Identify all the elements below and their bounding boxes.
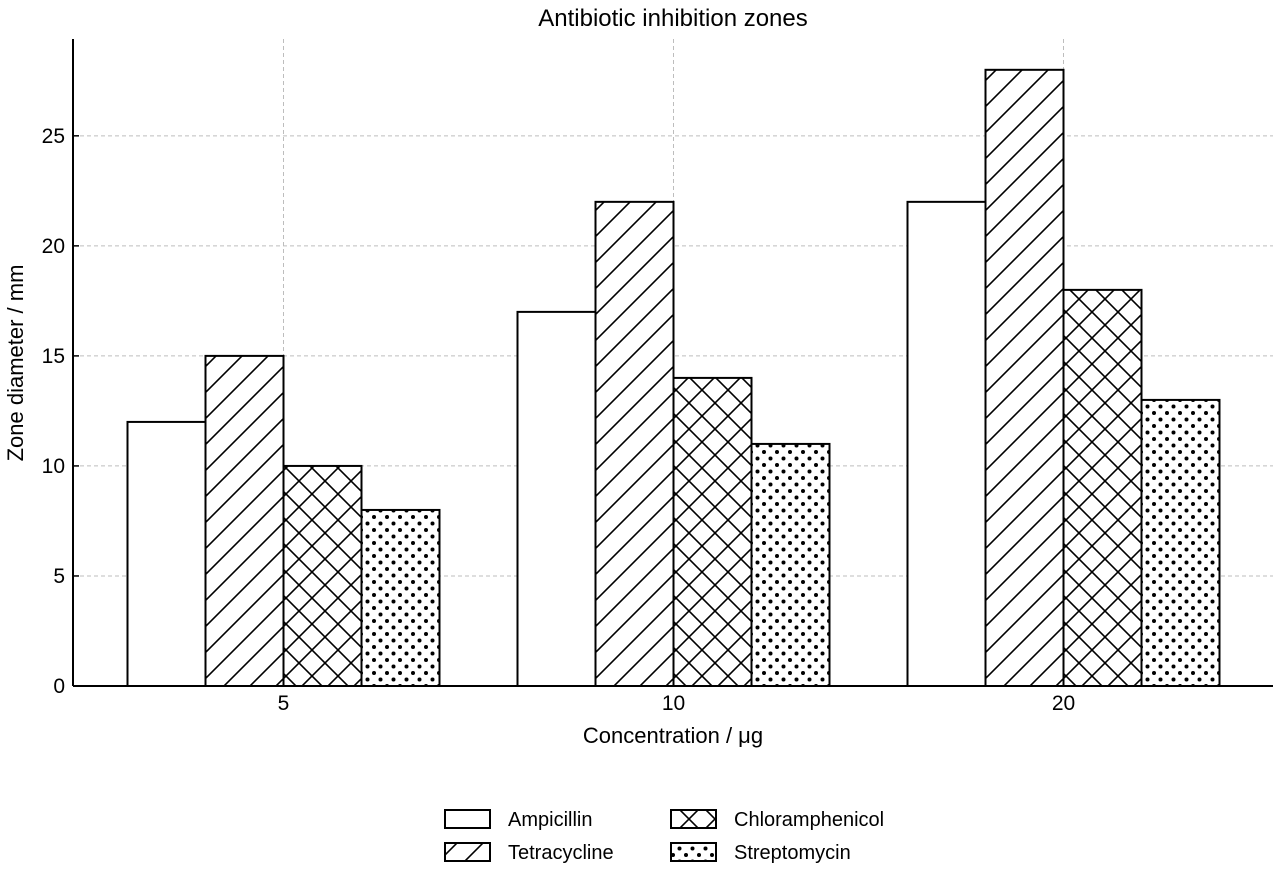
bar-tetracycline-20 [984,68,1065,688]
bar-streptomycin-20 [1140,398,1221,687]
x-axis-label: Concentration / μg [583,723,763,748]
legend-swatch-streptomycin [670,842,717,862]
x-tick-label: 5 [278,692,290,715]
bar-chloramphenicol-10 [672,376,753,687]
legend-label-streptomycin: Streptomycin [734,842,851,864]
bar-tetracycline-10 [594,200,675,687]
y-tick-label: 5 [53,565,65,588]
legend-swatch-chloramphenicol [670,809,717,829]
legend-label-chloramphenicol: Chloramphenicol [734,809,884,831]
y-tick-label: 0 [53,675,65,698]
legend-swatch-ampicillin [444,809,491,829]
legend-label-ampicillin: Ampicillin [508,809,592,831]
bar-streptomycin-10 [750,442,831,687]
bar-ampicillin-5 [126,420,207,687]
bar-streptomycin-5 [360,508,441,688]
y-tick-label: 25 [42,125,65,148]
legend: Ampicillin Tetracycline Chloramphenicol Str… [444,809,884,864]
bar-ampicillin-20 [906,200,987,687]
y-tick-label: 15 [42,345,65,368]
bars-layer [126,68,1221,688]
legend-label-tetracycline: Tetracycline [508,842,614,864]
bar-ampicillin-10 [516,310,597,687]
axes-layer: 0 5 10 15 20 25 5 10 20 [42,39,1273,715]
y-axis-label: Zone diameter / mm [3,265,28,462]
y-tick-label: 20 [42,235,65,258]
x-tick-label: 20 [1052,692,1075,715]
chart-title: Antibiotic inhibition zones [538,5,808,32]
bar-chloramphenicol-5 [282,464,363,687]
legend-swatch-tetracycline [444,842,491,862]
bar-tetracycline-5 [204,354,285,687]
y-tick-label: 10 [42,455,65,478]
x-tick-label: 10 [662,692,685,715]
bar-chloramphenicol-20 [1062,288,1143,687]
